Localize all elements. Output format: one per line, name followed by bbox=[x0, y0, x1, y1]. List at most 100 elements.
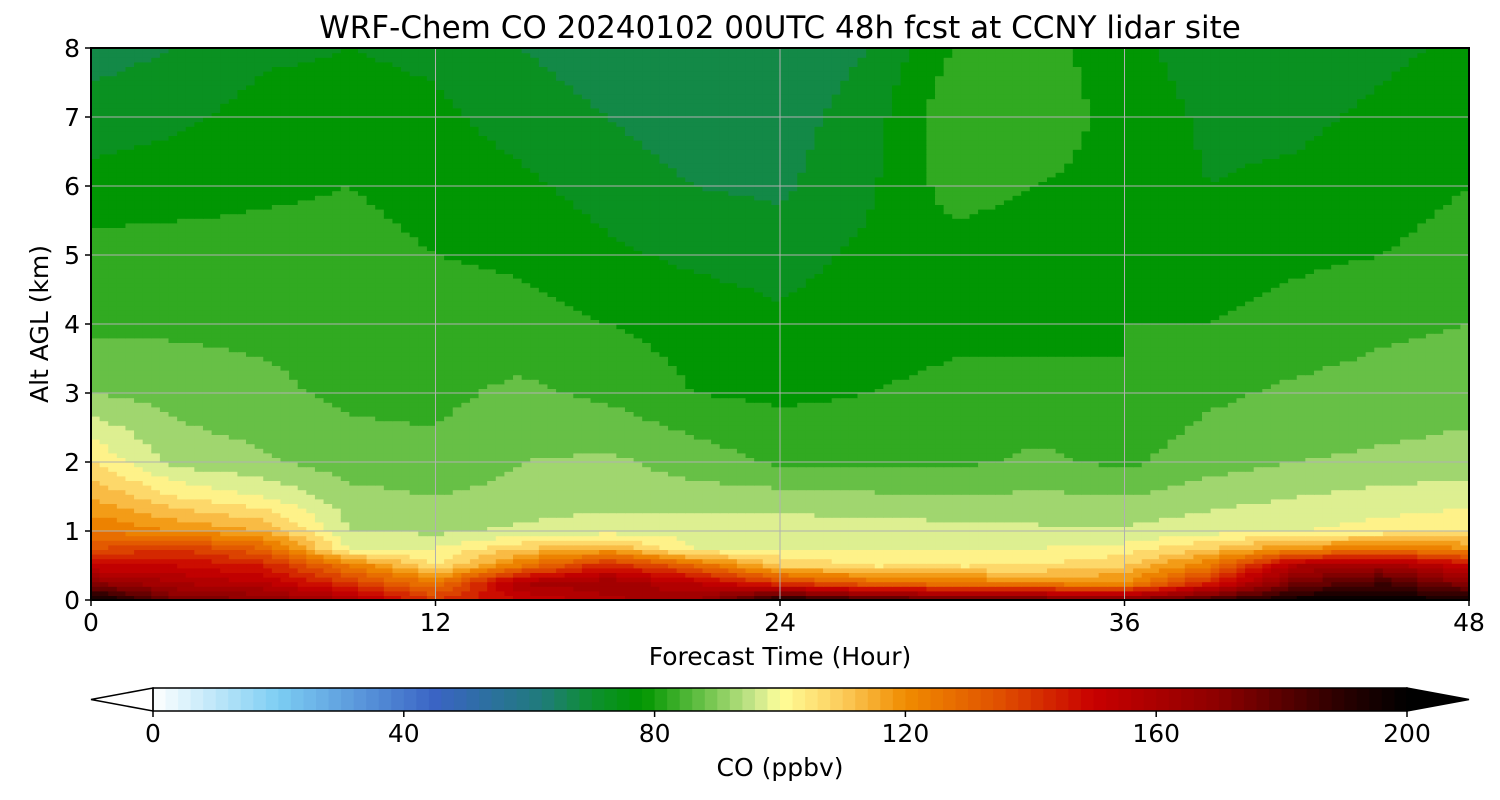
heatmap-cell bbox=[99, 480, 109, 486]
heatmap-cell bbox=[1003, 512, 1014, 518]
heatmap-cell bbox=[228, 590, 239, 596]
heatmap-cell bbox=[556, 517, 566, 523]
heatmap-cell bbox=[340, 494, 350, 500]
heatmap-cell bbox=[366, 508, 376, 514]
heatmap-cell bbox=[1245, 521, 1255, 527]
heatmap-cell bbox=[891, 521, 902, 527]
heatmap-cell bbox=[263, 489, 273, 495]
heatmap-cell bbox=[762, 471, 772, 477]
heatmap-cell bbox=[1167, 503, 1177, 509]
heatmap-cell bbox=[194, 590, 204, 596]
heatmap-cell bbox=[926, 480, 936, 486]
heatmap-cell bbox=[1012, 485, 1022, 491]
heatmap-cell bbox=[573, 517, 583, 523]
heatmap-cell bbox=[271, 526, 282, 532]
heatmap-cell bbox=[271, 558, 282, 564]
heatmap-cell bbox=[452, 535, 462, 541]
heatmap-cell bbox=[1021, 475, 1031, 481]
heatmap-cell bbox=[177, 581, 187, 587]
heatmap-cell bbox=[1003, 567, 1014, 573]
heatmap-cell bbox=[633, 581, 643, 587]
heatmap-cell bbox=[521, 485, 531, 491]
heatmap-cell bbox=[263, 485, 273, 491]
heatmap-cell bbox=[1331, 489, 1341, 495]
heatmap-cell bbox=[538, 480, 549, 486]
heatmap-cell bbox=[1460, 577, 1469, 583]
heatmap-cell bbox=[168, 558, 178, 564]
heatmap-cell bbox=[1124, 558, 1134, 564]
heatmap-cell bbox=[478, 508, 488, 514]
heatmap-cell bbox=[952, 517, 962, 523]
heatmap-cell bbox=[151, 480, 161, 486]
heatmap-cell bbox=[263, 480, 273, 486]
heatmap-cell bbox=[357, 558, 368, 564]
heatmap-cell bbox=[108, 517, 118, 523]
heatmap-cell bbox=[831, 517, 841, 523]
heatmap-cell bbox=[1098, 531, 1108, 537]
heatmap-cell bbox=[1124, 567, 1134, 573]
heatmap-cell bbox=[99, 549, 109, 555]
heatmap-cell bbox=[866, 554, 876, 560]
heatmap-cell bbox=[1331, 535, 1341, 541]
heatmap-cell bbox=[418, 558, 428, 564]
heatmap-cell bbox=[366, 512, 376, 518]
heatmap-cell bbox=[444, 471, 454, 477]
heatmap-cell bbox=[1133, 485, 1143, 491]
heatmap-cell bbox=[788, 581, 798, 587]
heatmap-cell bbox=[254, 489, 264, 495]
heatmap-cell bbox=[1090, 471, 1100, 477]
heatmap-cell bbox=[1064, 590, 1074, 596]
heatmap-cell bbox=[1374, 572, 1384, 578]
heatmap-cell bbox=[564, 475, 574, 481]
heatmap-cell bbox=[1072, 480, 1083, 486]
heatmap-cell bbox=[1400, 457, 1410, 463]
heatmap-cell bbox=[1046, 558, 1057, 564]
heatmap-cell bbox=[1331, 554, 1341, 560]
heatmap-cell bbox=[866, 544, 876, 550]
heatmap-cell bbox=[1115, 563, 1126, 569]
heatmap-cell bbox=[357, 452, 368, 458]
heatmap-cell bbox=[693, 512, 704, 518]
heatmap-cell bbox=[409, 466, 419, 472]
heatmap-cell bbox=[177, 494, 187, 500]
heatmap-cell bbox=[917, 535, 928, 541]
heatmap-cell bbox=[1038, 567, 1048, 573]
heatmap-cell bbox=[237, 526, 247, 532]
heatmap-cell bbox=[745, 563, 755, 569]
heatmap-cell bbox=[840, 590, 850, 596]
heatmap-cell bbox=[823, 526, 833, 532]
heatmap-cell bbox=[1434, 475, 1444, 481]
heatmap-cell bbox=[237, 535, 247, 541]
heatmap-cell bbox=[736, 567, 747, 573]
heatmap-cell bbox=[771, 471, 781, 477]
heatmap-cell bbox=[332, 531, 342, 537]
heatmap-cell bbox=[1451, 531, 1461, 537]
heatmap-cell bbox=[332, 489, 342, 495]
heatmap-cell bbox=[246, 595, 256, 600]
heatmap-cell bbox=[185, 485, 195, 491]
heatmap-cell bbox=[1357, 526, 1367, 532]
heatmap-cell bbox=[340, 567, 350, 573]
heatmap-cell bbox=[1090, 512, 1100, 518]
heatmap-cell bbox=[323, 572, 333, 578]
heatmap-cell bbox=[1141, 526, 1151, 532]
heatmap-cell bbox=[435, 494, 445, 500]
heatmap-cell bbox=[1107, 586, 1117, 592]
heatmap-cell bbox=[513, 581, 523, 587]
heatmap-cell bbox=[237, 475, 247, 481]
heatmap-cell bbox=[547, 494, 557, 500]
heatmap-cell bbox=[745, 572, 755, 578]
heatmap-cell bbox=[823, 586, 833, 592]
heatmap-cell bbox=[168, 517, 178, 523]
heatmap-cell bbox=[237, 508, 247, 514]
heatmap-cell bbox=[762, 544, 772, 550]
heatmap-cell bbox=[401, 489, 411, 495]
heatmap-cell bbox=[1374, 544, 1384, 550]
heatmap-cell bbox=[469, 572, 480, 578]
heatmap-cell bbox=[1460, 512, 1469, 518]
heatmap-cell bbox=[177, 549, 187, 555]
heatmap-cell bbox=[1288, 572, 1298, 578]
heatmap-cell bbox=[564, 526, 574, 532]
heatmap-cell bbox=[633, 563, 643, 569]
heatmap-cell bbox=[228, 452, 239, 458]
